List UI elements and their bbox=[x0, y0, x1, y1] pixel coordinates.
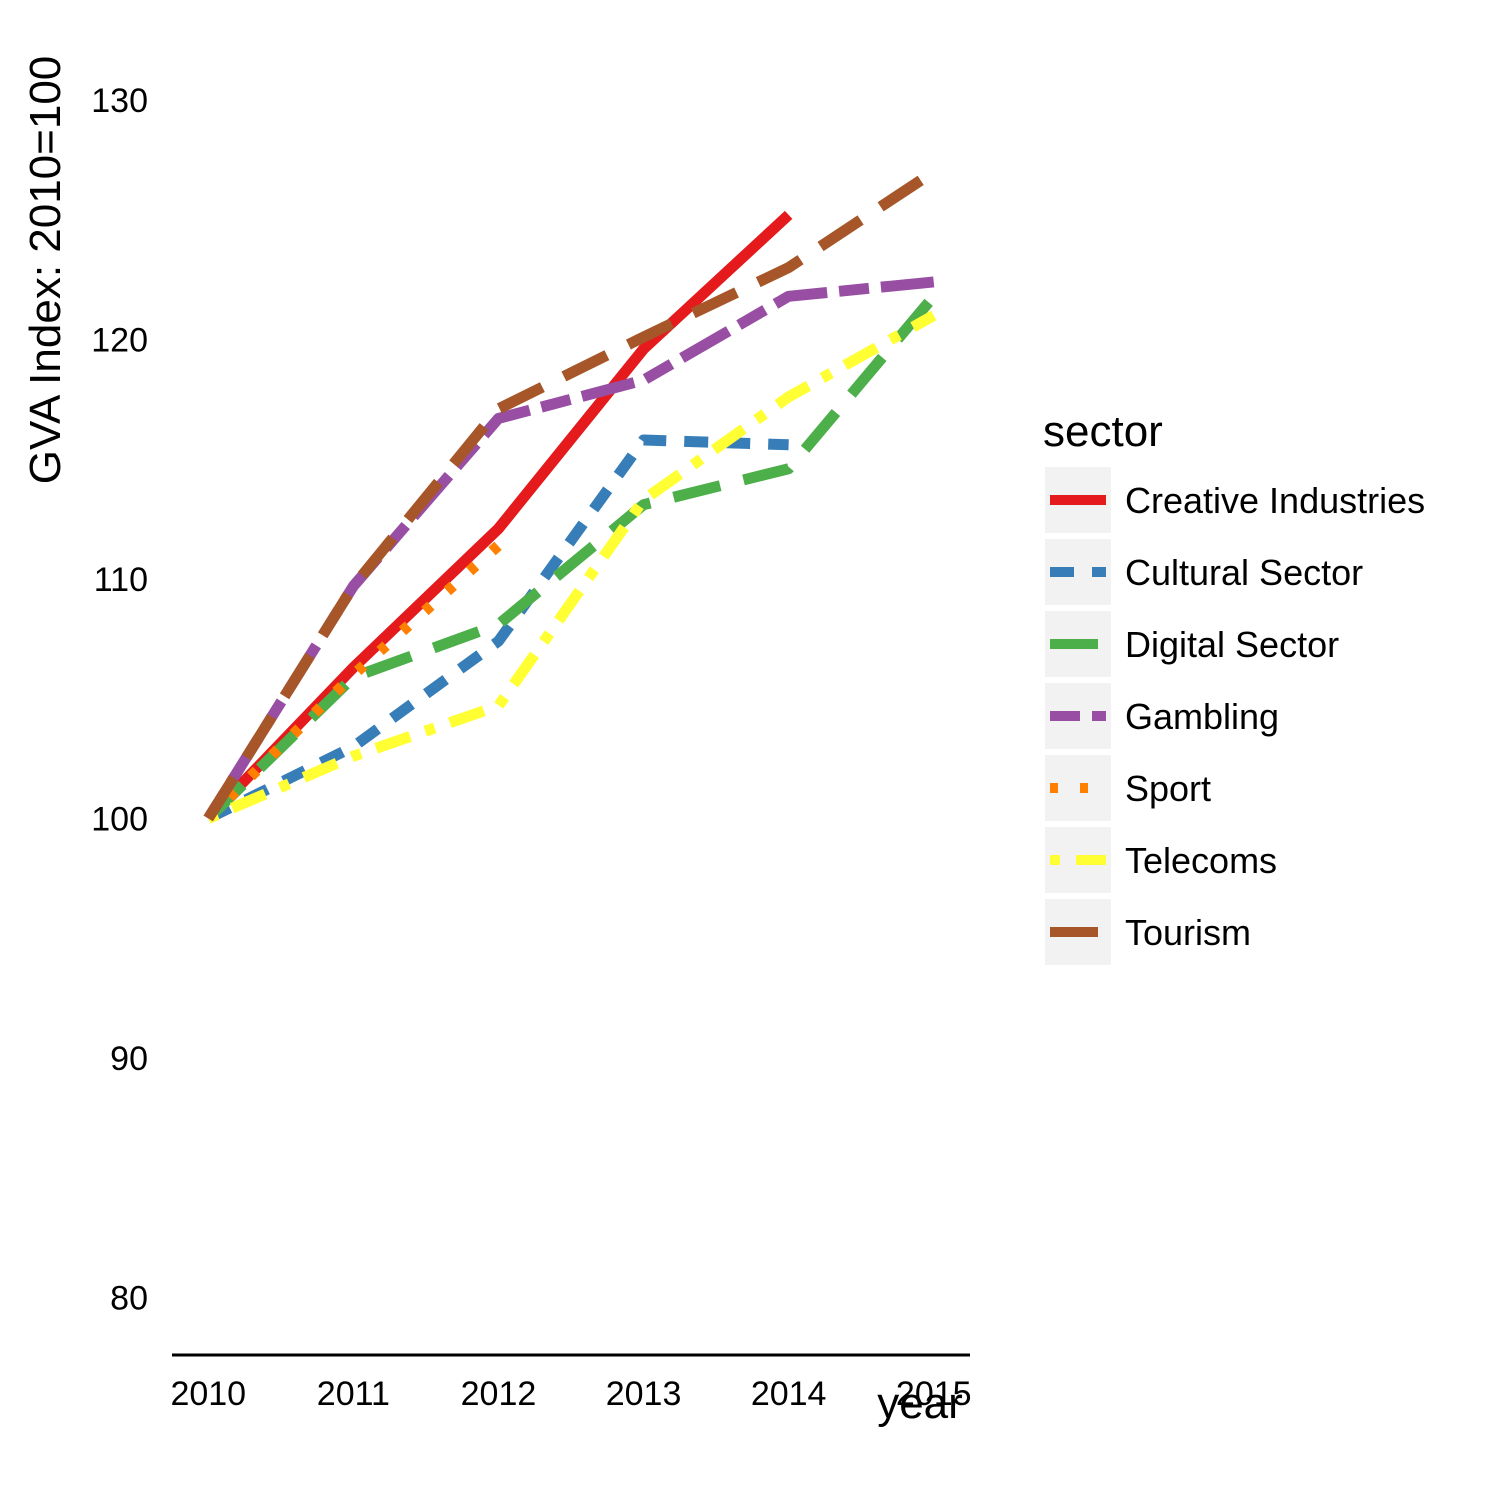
series-line bbox=[204, 541, 503, 823]
x-tick-label: 2013 bbox=[606, 1375, 682, 1413]
series-line bbox=[204, 210, 793, 823]
legend-label: Digital Sector bbox=[1125, 624, 1339, 665]
x-tick-label: 2015 bbox=[896, 1375, 972, 1413]
legend-label: Tourism bbox=[1125, 912, 1251, 953]
x-tick-label: 2012 bbox=[461, 1375, 537, 1413]
y-tick-label: 120 bbox=[91, 321, 148, 359]
y-axis: 80 90 100 110 120 130 bbox=[91, 82, 148, 1318]
y-tick-label: 80 bbox=[110, 1280, 148, 1318]
legend-title: sector bbox=[1043, 407, 1163, 456]
legend-label: Telecoms bbox=[1125, 840, 1277, 881]
x-axis: 2010 2011 2012 2013 2014 2015 bbox=[170, 1353, 972, 1413]
legend: sector Creative Industries Cultural Secto… bbox=[1043, 407, 1425, 965]
series-line bbox=[203, 167, 937, 822]
series-line bbox=[206, 310, 937, 824]
y-tick-label: 100 bbox=[91, 800, 148, 838]
y-tick-label: 90 bbox=[110, 1040, 148, 1078]
y-tick-label: 130 bbox=[91, 82, 148, 120]
x-tick-label: 2014 bbox=[751, 1375, 827, 1413]
legend-label: Creative Industries bbox=[1125, 480, 1425, 521]
series-line bbox=[203, 276, 935, 822]
series-line bbox=[204, 292, 938, 823]
legend-label: Sport bbox=[1125, 768, 1211, 809]
x-tick-label: 2011 bbox=[317, 1375, 390, 1413]
y-axis-title: GVA Index: 2010=100 bbox=[21, 56, 70, 485]
plot-area bbox=[203, 167, 938, 824]
legend-label: Gambling bbox=[1125, 696, 1279, 737]
y-tick-label: 110 bbox=[94, 561, 148, 599]
series-line bbox=[205, 434, 789, 824]
x-tick-label: 2010 bbox=[170, 1375, 246, 1413]
x-axis-title: year bbox=[877, 1379, 963, 1428]
legend-label: Cultural Sector bbox=[1125, 552, 1363, 593]
